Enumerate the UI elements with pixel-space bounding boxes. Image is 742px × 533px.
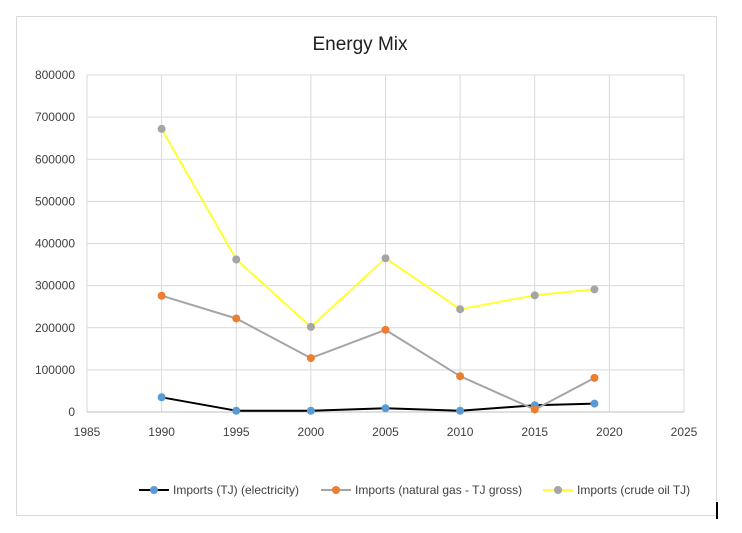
series-3-point bbox=[590, 285, 599, 294]
chart-area: Energy Mix 0 100000 200000 300000 400000 5000… bbox=[16, 16, 717, 516]
x-tick-label: 1990 bbox=[148, 425, 175, 439]
text-cursor bbox=[716, 502, 718, 519]
x-tick-label: 2010 bbox=[447, 425, 474, 439]
legend-marker-1 bbox=[150, 486, 158, 494]
series-2-point bbox=[590, 373, 599, 382]
chart-title: Energy Mix bbox=[312, 34, 408, 55]
legend-label-1: Imports (TJ) (electricity) bbox=[173, 483, 299, 497]
legend-label-2: Imports (natural gas - TJ gross) bbox=[355, 483, 522, 497]
series-2-point bbox=[232, 314, 241, 323]
x-tick-label: 2000 bbox=[298, 425, 325, 439]
series-3-point bbox=[232, 255, 241, 264]
series-3-point bbox=[381, 254, 390, 263]
y-tick-label: 400000 bbox=[35, 237, 75, 251]
x-tick-label: 1985 bbox=[74, 425, 101, 439]
series-2-point bbox=[530, 405, 539, 414]
series-1-point bbox=[456, 406, 465, 415]
legend-label-3: Imports (crude oil TJ) bbox=[577, 483, 690, 497]
x-tick-label: 1995 bbox=[223, 425, 250, 439]
x-tick-label: 2015 bbox=[521, 425, 548, 439]
y-tick-label: 800000 bbox=[35, 68, 75, 82]
series-3-point bbox=[530, 291, 539, 300]
y-tick-label: 500000 bbox=[35, 194, 75, 208]
y-tick-label: 200000 bbox=[35, 321, 75, 335]
y-tick-label: 0 bbox=[68, 405, 75, 419]
series-line-2 bbox=[161, 294, 595, 411]
x-tick-label: 2020 bbox=[596, 425, 623, 439]
legend: Imports (TJ) (electricity) Imports (natur… bbox=[139, 483, 690, 497]
series-line-3 bbox=[160, 128, 595, 328]
series-2-point bbox=[157, 291, 166, 300]
series-2-point bbox=[306, 354, 315, 363]
y-tick-label: 100000 bbox=[35, 363, 75, 377]
legend-marker-3 bbox=[554, 486, 562, 494]
series-1-point bbox=[232, 406, 241, 415]
line-chart: Energy Mix 0 100000 200000 300000 400000 5000… bbox=[35, 34, 698, 497]
x-tick-label: 2025 bbox=[671, 425, 698, 439]
series-1-point bbox=[590, 399, 599, 408]
y-tick-label: 600000 bbox=[35, 152, 75, 166]
series-lines bbox=[157, 124, 599, 415]
y-tick-label: 700000 bbox=[35, 110, 75, 124]
series-3-point bbox=[456, 305, 465, 314]
series-2-point bbox=[456, 372, 465, 381]
series-3-point bbox=[157, 124, 166, 133]
series-2-point bbox=[381, 325, 390, 334]
gridlines bbox=[86, 74, 685, 412]
y-tick-label: 300000 bbox=[35, 279, 75, 293]
legend-marker-2 bbox=[332, 486, 340, 494]
series-1-point bbox=[381, 404, 390, 413]
axes: 0 100000 200000 300000 400000 500000 600000 700… bbox=[35, 68, 698, 439]
series-line-1 bbox=[161, 396, 595, 412]
series-3-point bbox=[306, 322, 315, 331]
series-1-point bbox=[306, 406, 315, 415]
series-1-point bbox=[157, 393, 166, 402]
x-tick-label: 2005 bbox=[372, 425, 399, 439]
